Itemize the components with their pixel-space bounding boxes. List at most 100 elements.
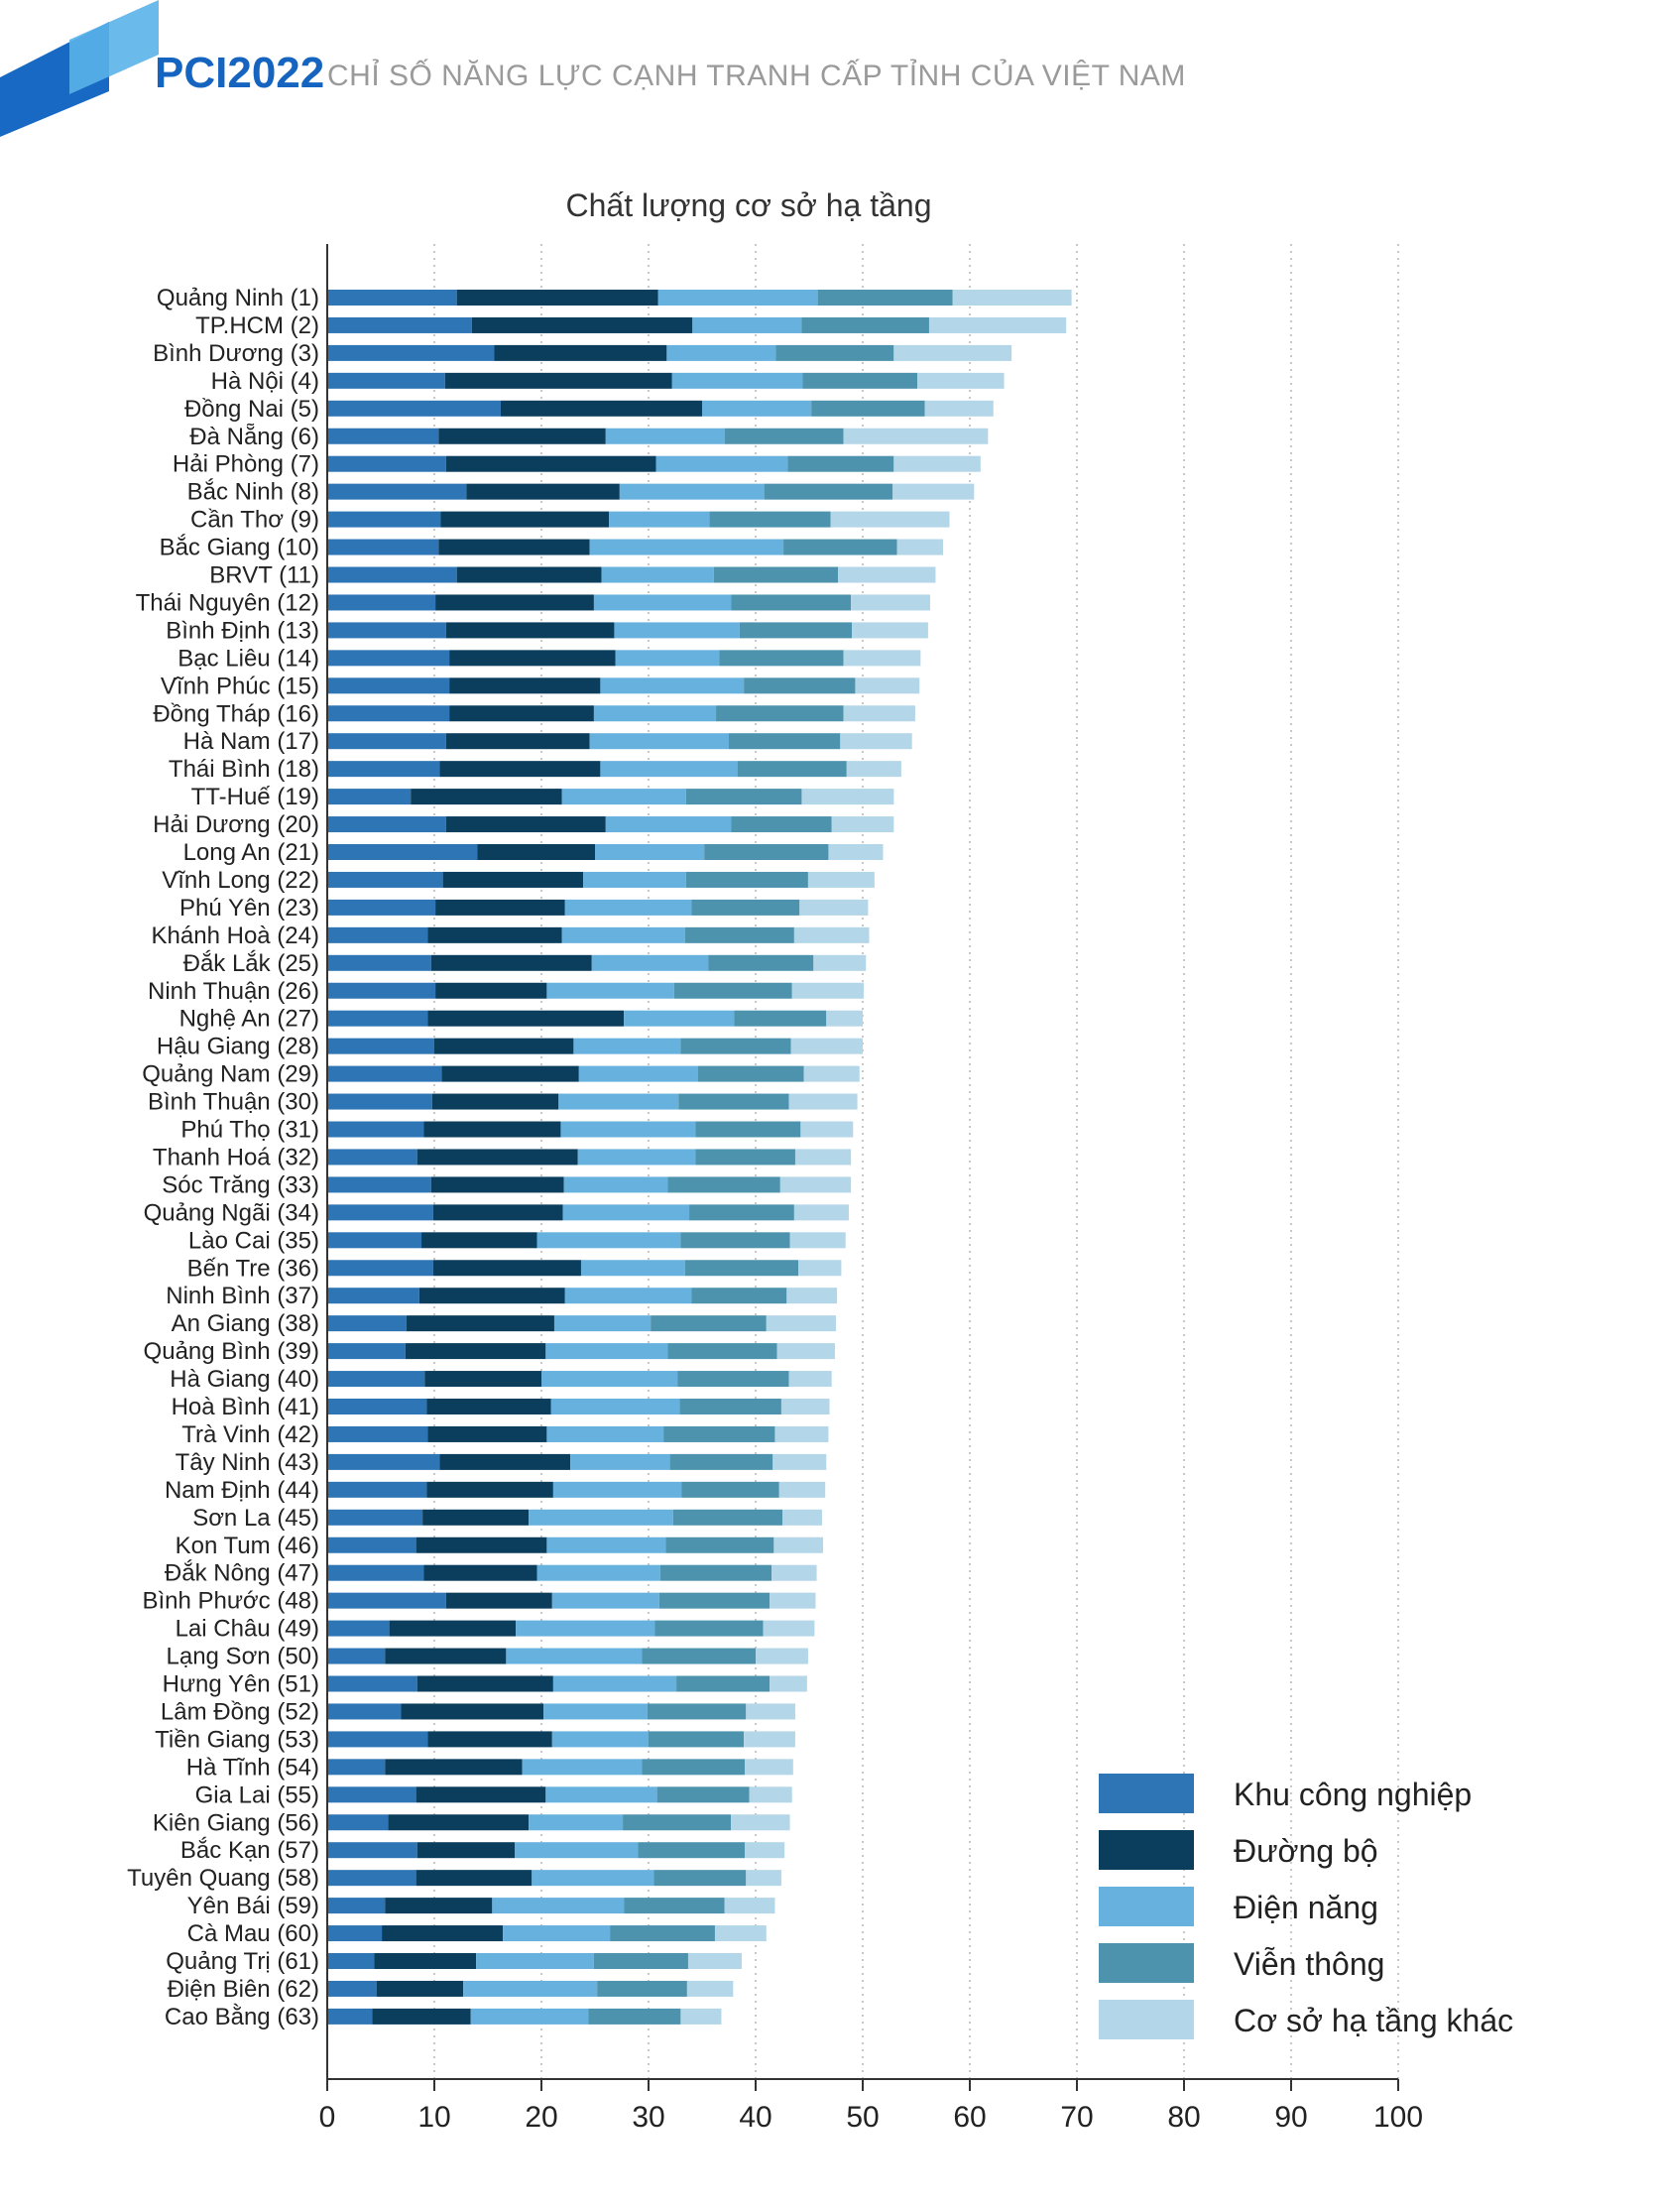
category-label: Đà Nẵng (6) — [189, 423, 319, 450]
bar-segment — [430, 1176, 564, 1193]
category-label: Thái Bình (18) — [169, 756, 319, 783]
brand-title: PCI2022 — [155, 49, 324, 97]
bar-segment — [851, 594, 931, 611]
bar-segment — [327, 1343, 406, 1360]
bar-segment — [666, 344, 776, 361]
bar-segment — [952, 290, 1072, 306]
category-label: Hưng Yên (51) — [163, 1671, 319, 1698]
x-tick-label: 30 — [632, 2101, 664, 2134]
bar-segment — [327, 316, 472, 333]
bar-segment — [532, 1870, 654, 1887]
bar-segment — [766, 1315, 836, 1332]
bar-segment — [788, 1371, 832, 1388]
bar-segment — [494, 344, 667, 361]
bar-segment — [680, 2008, 722, 2025]
bar-segment — [327, 1814, 389, 1831]
bar-segment — [778, 1481, 826, 1498]
category-label: Phú Thọ (31) — [180, 1117, 319, 1144]
bar-segment — [444, 372, 672, 389]
bar-segment — [593, 594, 732, 611]
category-label: Cao Bằng (63) — [165, 2004, 319, 2030]
category-label: Quảng Trị (61) — [166, 1948, 319, 1975]
bar-segment — [327, 1703, 402, 1720]
bar-segment — [744, 1731, 795, 1748]
bars — [327, 290, 1072, 2025]
bar-segment — [327, 428, 439, 444]
bar-segment — [421, 1232, 537, 1249]
bar-segment — [327, 1121, 424, 1138]
bar-segment — [746, 1870, 781, 1887]
bar-segment — [552, 1481, 682, 1498]
bar-segment — [456, 290, 658, 306]
bar-segment — [573, 1038, 681, 1054]
bar-segment — [657, 290, 818, 306]
bar-segment — [689, 1204, 794, 1221]
bar-segment — [327, 844, 478, 860]
bar-segment — [681, 1481, 779, 1498]
legend-label: Viễn thông — [1234, 1946, 1384, 1982]
header-logo-shape-light — [69, 0, 159, 94]
bar-segment — [543, 1703, 648, 1720]
bar-segment — [692, 316, 802, 333]
bar-segment — [772, 1453, 827, 1470]
category-label: Cà Mau (60) — [187, 1920, 319, 1947]
category-label: Hậu Giang (28) — [157, 1034, 319, 1060]
bar-segment — [515, 1842, 639, 1859]
bar-segment — [800, 1121, 854, 1138]
legend-swatch — [1099, 1943, 1194, 1983]
bar-segment — [614, 622, 740, 639]
bar-segment — [327, 1980, 377, 1997]
bar-segment — [388, 1814, 530, 1831]
bar-segment — [803, 1065, 860, 1082]
bar-segment — [704, 844, 829, 860]
bar-segment — [449, 705, 594, 722]
bar-segment — [702, 400, 812, 417]
bar-segment — [724, 1898, 775, 1914]
bar-segment — [756, 1648, 808, 1664]
bar-segment — [680, 1232, 790, 1249]
bar-segment — [431, 1093, 559, 1110]
bar-segment — [789, 1232, 846, 1249]
bar-segment — [713, 566, 839, 583]
bar-segment — [786, 1288, 838, 1304]
bar-segment — [327, 1870, 416, 1887]
bar-segment — [438, 428, 606, 444]
bar-segment — [724, 428, 844, 444]
bar-segment — [477, 844, 595, 860]
bar-segment — [385, 1759, 523, 1776]
bar-segment — [649, 1731, 745, 1748]
bar-segment — [442, 871, 584, 888]
category-label: Lai Châu (49) — [176, 1616, 319, 1643]
bar-segment — [600, 761, 738, 778]
bar-segment — [435, 982, 547, 999]
bar-segment — [714, 1925, 767, 1942]
bar-segment — [327, 372, 445, 389]
bar-segment — [782, 1509, 822, 1526]
bar-segment — [327, 1176, 431, 1193]
bar-segment — [427, 1425, 547, 1442]
bar-segment — [774, 1425, 829, 1442]
bar-segment — [807, 871, 875, 888]
bar-segment — [327, 899, 436, 916]
category-label: Tây Ninh (43) — [176, 1449, 319, 1476]
bar-segment — [423, 1121, 561, 1138]
bar-segment — [826, 1010, 863, 1027]
bar-segment — [680, 1038, 791, 1054]
bar-segment — [691, 899, 800, 916]
bar-segment — [327, 1953, 375, 1969]
bar-segment — [642, 1648, 756, 1664]
x-tick-label: 20 — [525, 2101, 557, 2134]
bar-segment — [376, 1980, 464, 1997]
bar-segment — [503, 1925, 611, 1942]
bar-segment — [327, 1536, 416, 1553]
category-label: BRVT (11) — [209, 562, 319, 589]
header-subtitle: CHỈ SỐ NĂNG LỰC CẠNH TRANH CẤP TỈNH CỦA … — [327, 59, 1186, 92]
bar-segment — [545, 1786, 657, 1803]
bar-segment — [838, 566, 936, 583]
bar-segment — [788, 1093, 858, 1110]
bar-segment — [685, 789, 802, 805]
bar-segment — [840, 733, 912, 750]
category-label: Bắc Giang (10) — [160, 535, 319, 561]
bar-segment — [570, 1453, 670, 1470]
bar-segment — [928, 316, 1067, 333]
